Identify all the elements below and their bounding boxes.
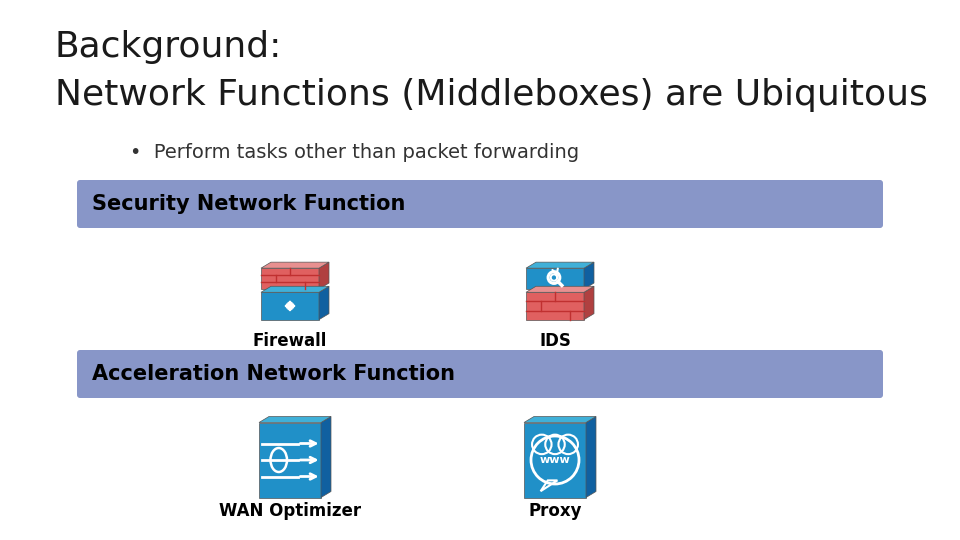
Polygon shape: [584, 286, 594, 320]
Text: Proxy: Proxy: [528, 502, 582, 520]
Polygon shape: [584, 262, 594, 289]
Text: WAN Optimizer: WAN Optimizer: [219, 502, 361, 520]
FancyBboxPatch shape: [526, 268, 584, 289]
FancyBboxPatch shape: [261, 268, 319, 289]
Polygon shape: [261, 262, 329, 268]
FancyBboxPatch shape: [261, 292, 319, 320]
Polygon shape: [319, 286, 329, 320]
FancyBboxPatch shape: [77, 350, 883, 398]
FancyBboxPatch shape: [77, 180, 883, 228]
Text: IDS: IDS: [540, 332, 571, 350]
Text: •  Perform tasks other than packet forwarding: • Perform tasks other than packet forwar…: [130, 143, 579, 162]
Polygon shape: [321, 416, 331, 497]
Text: Network Functions (Middleboxes) are Ubiquitous: Network Functions (Middleboxes) are Ubiq…: [55, 78, 928, 112]
Polygon shape: [524, 416, 596, 422]
Polygon shape: [259, 416, 331, 422]
Text: Background:: Background:: [55, 30, 282, 64]
Polygon shape: [261, 286, 329, 292]
Text: www: www: [540, 455, 570, 465]
Text: Firewall: Firewall: [252, 332, 327, 350]
FancyBboxPatch shape: [259, 422, 321, 497]
Polygon shape: [586, 416, 596, 497]
FancyBboxPatch shape: [526, 292, 584, 320]
FancyBboxPatch shape: [524, 422, 586, 497]
Text: Acceleration Network Function: Acceleration Network Function: [92, 364, 455, 384]
Text: Security Network Function: Security Network Function: [92, 194, 405, 214]
Polygon shape: [526, 286, 594, 292]
Polygon shape: [319, 262, 329, 289]
Polygon shape: [526, 262, 594, 268]
